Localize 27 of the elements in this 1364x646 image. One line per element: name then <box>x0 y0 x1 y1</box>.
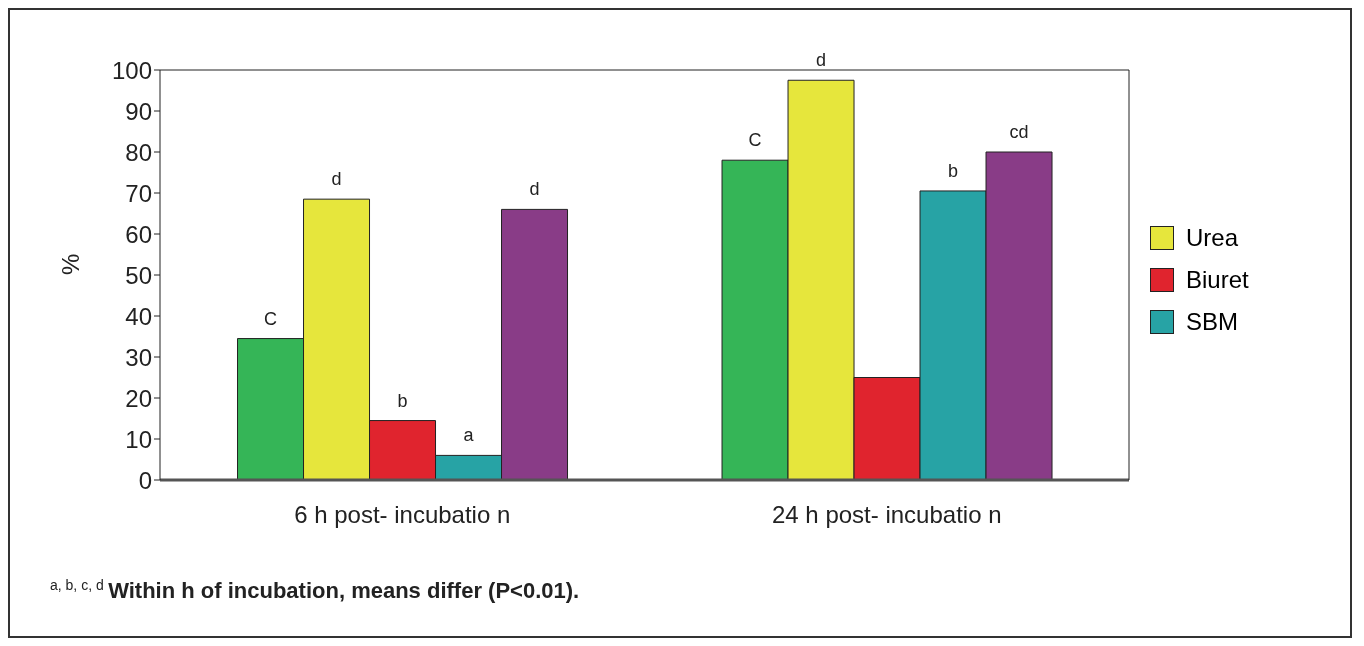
y-tick-label: 70 <box>125 179 152 207</box>
data-label: C <box>264 308 278 329</box>
y-tick-label: 0 <box>138 466 152 494</box>
y-tick-label: 30 <box>125 343 152 371</box>
data-label: d <box>529 179 540 200</box>
y-tick-label: 60 <box>125 220 152 248</box>
y-tick-label: 20 <box>125 384 152 412</box>
y-tick-label: 80 <box>125 138 152 166</box>
data-label: d <box>816 50 827 71</box>
data-label: cd <box>1009 122 1029 142</box>
y-tick-label: 10 <box>125 425 152 453</box>
text: $^{a, b, c, d}$ Within h of incubation, means differ (P<0.01). <box>50 577 580 603</box>
data-label: b <box>948 160 959 181</box>
y-tick-label: 90 <box>125 97 152 125</box>
y-tick-label: 50 <box>125 261 152 289</box>
data-label: b <box>397 390 408 411</box>
x-tick-label: 24 h post- incubatio n <box>772 501 1002 529</box>
y-tick-label: 100 <box>111 56 152 84</box>
data-label: C <box>748 130 762 151</box>
data-label: d <box>331 169 342 190</box>
legend-label: Biuret <box>1186 266 1249 294</box>
data-label: a <box>463 425 475 446</box>
y-axis-title: % <box>56 253 84 275</box>
y-tick-label: 40 <box>125 302 152 330</box>
legend-label: SBM <box>1186 308 1239 336</box>
x-tick-label: 6 h post- incubatio n <box>294 501 511 529</box>
legend-label: Urea <box>1186 224 1239 252</box>
